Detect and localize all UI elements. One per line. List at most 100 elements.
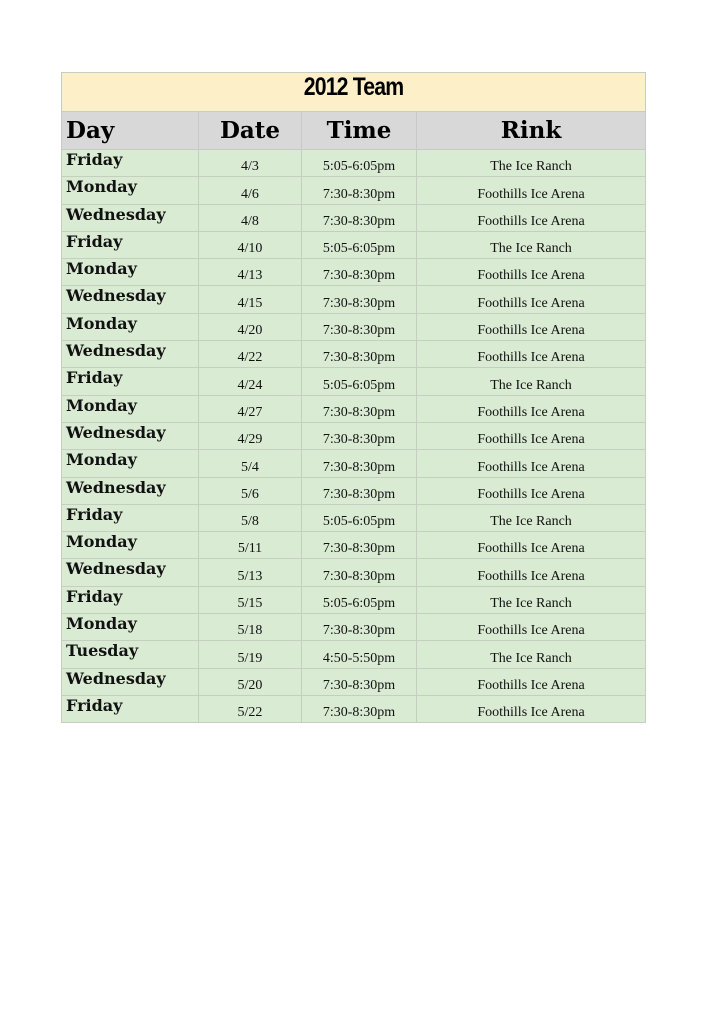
rink-cell: Foothills Ice Arena — [415, 531, 647, 560]
time-cell: 7:30-8:30pm — [301, 258, 417, 287]
date-cell: 5/4 — [198, 449, 302, 478]
title-row: 2012 Team — [60, 72, 647, 112]
day-cell: Wednesday — [61, 558, 199, 587]
table-row: Wednesday 4/22 7:30-8:30pm Foothills Ice Ar… — [61, 340, 647, 369]
time-cell: 7:30-8:30pm — [301, 394, 417, 423]
day-cell: Monday — [61, 258, 199, 287]
table-row: Monday 5/18 7:30-8:30pm Foothills Ice Arena — [61, 613, 647, 642]
rink-cell: Foothills Ice Arena — [415, 476, 647, 505]
header-time: Time — [301, 111, 417, 150]
table-row: Wednesday 4/15 7:30-8:30pm Foothills Ice Ar… — [61, 285, 647, 314]
table-row: Tuesday 5/19 4:50-5:50pm The Ice Ranch — [61, 640, 647, 669]
rink-cell: Foothills Ice Arena — [415, 176, 647, 205]
table-row: Friday 4/24 5:05-6:05pm The Ice Ranch — [61, 367, 647, 396]
table-row: Wednesday 5/20 7:30-8:30pm Foothills Ice Ar… — [61, 667, 647, 696]
table-row: Monday 4/27 7:30-8:30pm Foothills Ice Arena — [61, 394, 647, 423]
header-day: Day — [61, 111, 199, 150]
time-cell: 7:30-8:30pm — [301, 285, 417, 314]
rink-cell: The Ice Ranch — [415, 640, 647, 669]
time-cell: 5:05-6:05pm — [301, 230, 417, 260]
date-cell: 4/27 — [198, 394, 302, 423]
table-row: Monday 4/20 7:30-8:30pm Foothills Ice Arena — [61, 312, 647, 342]
rink-cell: Foothills Ice Arena — [415, 694, 647, 724]
day-cell: Friday — [61, 230, 199, 260]
time-cell: 7:30-8:30pm — [301, 421, 417, 451]
rink-cell: Foothills Ice Arena — [415, 667, 647, 696]
header-date: Date — [198, 111, 302, 150]
date-cell: 5/8 — [198, 503, 302, 533]
date-cell: 5/13 — [198, 558, 302, 587]
table-row: Friday 5/15 5:05-6:05pm The Ice Ranch — [61, 585, 647, 615]
date-cell: 5/22 — [198, 694, 302, 724]
date-cell: 5/20 — [198, 667, 302, 696]
schedule-table: 2012 Team Day Date Time Rink Friday 4/3 5:… — [60, 72, 647, 724]
time-cell: 7:30-8:30pm — [301, 203, 417, 232]
date-cell: 4/6 — [198, 176, 302, 205]
time-cell: 7:30-8:30pm — [301, 531, 417, 560]
table-row: Wednesday 4/8 7:30-8:30pm Foothills Ice Are… — [61, 203, 647, 232]
day-cell: Wednesday — [61, 476, 199, 505]
rink-cell: Foothills Ice Arena — [415, 558, 647, 587]
day-cell: Monday — [61, 312, 199, 342]
rink-cell: Foothills Ice Arena — [415, 340, 647, 369]
rink-cell: Foothills Ice Arena — [415, 421, 647, 451]
day-cell: Monday — [61, 531, 199, 560]
rink-cell: Foothills Ice Arena — [415, 312, 647, 342]
day-cell: Wednesday — [61, 285, 199, 314]
table-row: Friday 4/10 5:05-6:05pm The Ice Ranch — [61, 230, 647, 260]
time-cell: 5:05-6:05pm — [301, 148, 417, 178]
date-cell: 4/24 — [198, 367, 302, 396]
table-title: 2012 Team — [105, 73, 602, 111]
rink-cell: The Ice Ranch — [415, 230, 647, 260]
time-cell: 7:30-8:30pm — [301, 476, 417, 505]
time-cell: 7:30-8:30pm — [301, 312, 417, 342]
table-row: Wednesday 5/6 7:30-8:30pm Foothills Ice Are… — [61, 476, 647, 505]
header-rink: Rink — [415, 111, 647, 150]
day-cell: Monday — [61, 449, 199, 478]
day-cell: Friday — [61, 694, 199, 724]
time-cell: 7:30-8:30pm — [301, 558, 417, 587]
rink-cell: Foothills Ice Arena — [415, 449, 647, 478]
table-row: Monday 5/4 7:30-8:30pm Foothills Ice Arena — [61, 449, 647, 478]
date-cell: 5/15 — [198, 585, 302, 615]
time-cell: 7:30-8:30pm — [301, 694, 417, 724]
rink-cell: The Ice Ranch — [415, 148, 647, 178]
table-row: Monday 4/6 7:30-8:30pm Foothills Ice Arena — [61, 176, 647, 205]
rink-cell: Foothills Ice Arena — [415, 258, 647, 287]
rink-cell: Foothills Ice Arena — [415, 203, 647, 232]
date-cell: 4/3 — [198, 148, 302, 178]
time-cell: 5:05-6:05pm — [301, 585, 417, 615]
table-row: Friday 4/3 5:05-6:05pm The Ice Ranch — [61, 148, 647, 178]
rink-cell: The Ice Ranch — [415, 503, 647, 533]
day-cell: Monday — [61, 176, 199, 205]
rink-cell: Foothills Ice Arena — [415, 613, 647, 642]
time-cell: 7:30-8:30pm — [301, 613, 417, 642]
day-cell: Wednesday — [61, 203, 199, 232]
time-cell: 5:05-6:05pm — [301, 367, 417, 396]
date-cell: 4/8 — [198, 203, 302, 232]
day-cell: Friday — [61, 585, 199, 615]
date-cell: 5/18 — [198, 613, 302, 642]
table-row: Monday 5/11 7:30-8:30pm Foothills Ice Arena — [61, 531, 647, 560]
day-cell: Friday — [61, 367, 199, 396]
time-cell: 7:30-8:30pm — [301, 176, 417, 205]
date-cell: 5/6 — [198, 476, 302, 505]
date-cell: 4/13 — [198, 258, 302, 287]
time-cell: 5:05-6:05pm — [301, 503, 417, 533]
date-cell: 5/19 — [198, 640, 302, 669]
table-row: Monday 4/13 7:30-8:30pm Foothills Ice Arena — [61, 258, 647, 287]
day-cell: Monday — [61, 613, 199, 642]
table-row: Friday 5/22 7:30-8:30pm Foothills Ice Arena — [61, 694, 647, 724]
day-cell: Wednesday — [61, 667, 199, 696]
date-cell: 4/22 — [198, 340, 302, 369]
rink-cell: Foothills Ice Arena — [415, 285, 647, 314]
rink-cell: Foothills Ice Arena — [415, 394, 647, 423]
header-row: Day Date Time Rink — [61, 111, 647, 150]
date-cell: 4/15 — [198, 285, 302, 314]
date-cell: 4/29 — [198, 421, 302, 451]
table-row: Wednesday 4/29 7:30-8:30pm Foothills Ice Ar… — [61, 421, 647, 451]
table-row: Friday 5/8 5:05-6:05pm The Ice Ranch — [61, 503, 647, 533]
rink-cell: The Ice Ranch — [415, 367, 647, 396]
date-cell: 5/11 — [198, 531, 302, 560]
date-cell: 4/10 — [198, 230, 302, 260]
